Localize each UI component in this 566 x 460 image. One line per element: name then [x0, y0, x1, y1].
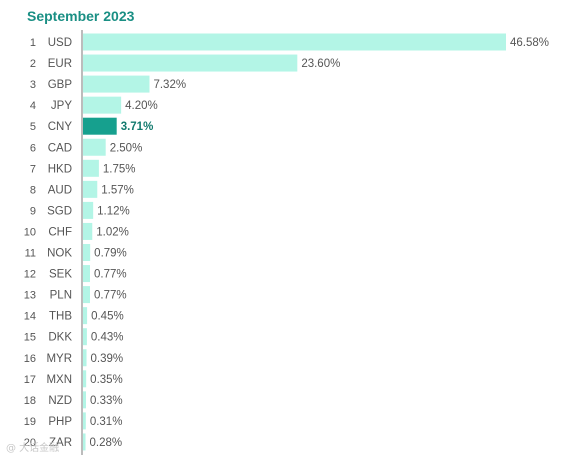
category-label: SGD — [47, 205, 72, 217]
category-label: THB — [49, 311, 72, 323]
bar — [83, 349, 87, 367]
value-label: 4.20% — [125, 100, 158, 112]
category-label: ZAR — [49, 437, 72, 449]
value-label: 23.60% — [301, 58, 340, 70]
category-label: NZD — [48, 395, 72, 407]
category-label: DKK — [48, 332, 72, 344]
rank-label: 10 — [24, 226, 36, 238]
rank-label: 17 — [24, 374, 36, 386]
bar — [83, 391, 86, 409]
rank-label: 7 — [30, 163, 36, 175]
bar — [83, 265, 90, 283]
rank-label: 1 — [30, 37, 36, 49]
bar — [83, 159, 99, 177]
value-label: 2.50% — [110, 142, 143, 154]
value-label: 0.39% — [91, 353, 124, 365]
category-label: GBP — [48, 79, 73, 91]
value-label: 0.43% — [91, 332, 124, 344]
bar — [83, 412, 86, 430]
value-label: 0.28% — [90, 437, 123, 449]
value-label: 1.02% — [96, 226, 129, 238]
rank-label: 13 — [24, 290, 36, 302]
rank-label: 9 — [30, 205, 36, 217]
value-label: 0.77% — [94, 290, 127, 302]
rank-label: 20 — [24, 437, 36, 449]
category-label: SEK — [49, 269, 72, 281]
category-label: MXN — [46, 374, 72, 386]
bar — [83, 180, 98, 198]
value-label: 0.33% — [90, 395, 123, 407]
rank-label: 12 — [24, 269, 36, 281]
bar — [83, 201, 94, 219]
category-label: EUR — [48, 58, 72, 70]
rank-label: 14 — [24, 311, 36, 323]
bar — [83, 244, 91, 261]
bar — [83, 117, 117, 135]
value-label: 3.71% — [121, 121, 154, 133]
category-label: MYR — [46, 353, 72, 365]
category-label: USD — [48, 37, 72, 49]
value-label: 1.75% — [103, 163, 136, 175]
bar — [83, 33, 506, 51]
category-label: PHP — [48, 416, 72, 428]
value-label: 1.12% — [97, 205, 130, 217]
value-label: 0.31% — [90, 416, 123, 428]
value-label: 46.58% — [510, 37, 549, 49]
rank-label: 2 — [30, 58, 36, 70]
bar — [83, 138, 106, 156]
bar — [83, 433, 86, 451]
rank-label: 15 — [24, 332, 36, 344]
category-label: PLN — [50, 290, 72, 302]
bar — [83, 222, 93, 240]
bar — [83, 328, 87, 346]
bar — [83, 96, 122, 114]
bar — [83, 75, 150, 93]
bar — [83, 307, 88, 325]
rank-label: 18 — [24, 395, 36, 407]
category-label: AUD — [48, 184, 72, 196]
value-label: 0.45% — [91, 311, 124, 323]
chart-title: September 2023 — [27, 8, 135, 24]
bar — [83, 370, 87, 388]
rank-label: 11 — [25, 248, 36, 260]
rank-label: 5 — [30, 121, 36, 133]
bar — [83, 286, 90, 304]
bar — [83, 54, 298, 72]
value-label: 1.57% — [101, 184, 134, 196]
category-label: HKD — [48, 163, 72, 175]
rank-label: 3 — [30, 79, 36, 91]
category-label: CNY — [48, 121, 73, 133]
category-label: JPY — [51, 100, 72, 112]
rank-label: 16 — [24, 353, 36, 365]
value-label: 0.77% — [94, 269, 127, 281]
category-label: CHF — [48, 226, 72, 238]
value-label: 7.32% — [153, 79, 186, 91]
rank-label: 8 — [30, 184, 36, 196]
rank-label: 6 — [30, 142, 36, 154]
rank-label: 4 — [30, 100, 36, 112]
category-label: NOK — [47, 248, 72, 260]
value-label: 0.35% — [90, 374, 123, 386]
watermark: @ 大话金融 — [6, 443, 60, 454]
rank-label: 19 — [24, 416, 36, 428]
value-label: 0.79% — [94, 248, 127, 260]
category-label: CAD — [48, 142, 72, 154]
